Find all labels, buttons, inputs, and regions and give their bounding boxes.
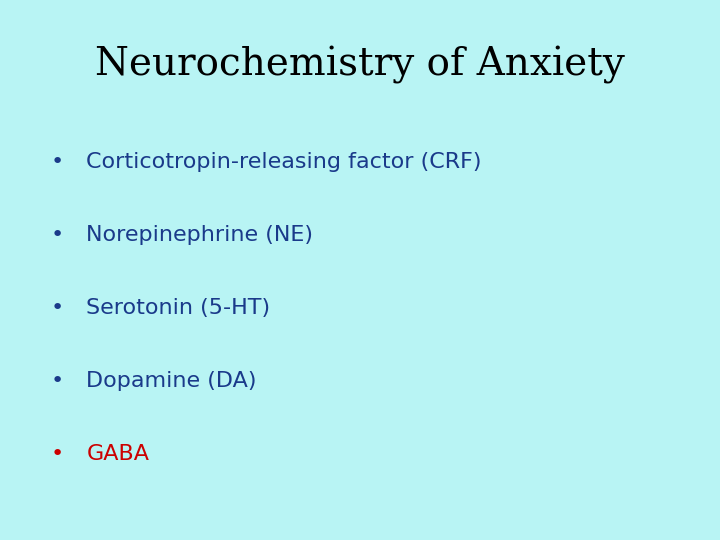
Text: Neurochemistry of Anxiety: Neurochemistry of Anxiety (95, 46, 625, 84)
Text: •: • (51, 298, 64, 318)
Text: Serotonin (5-HT): Serotonin (5-HT) (86, 298, 271, 318)
Text: Corticotropin-releasing factor (CRF): Corticotropin-releasing factor (CRF) (86, 152, 482, 172)
Text: •: • (51, 443, 64, 464)
Text: •: • (51, 152, 64, 172)
Text: Norepinephrine (NE): Norepinephrine (NE) (86, 225, 313, 245)
Text: Dopamine (DA): Dopamine (DA) (86, 370, 257, 391)
Text: •: • (51, 370, 64, 391)
Text: •: • (51, 225, 64, 245)
Text: GABA: GABA (86, 443, 150, 464)
